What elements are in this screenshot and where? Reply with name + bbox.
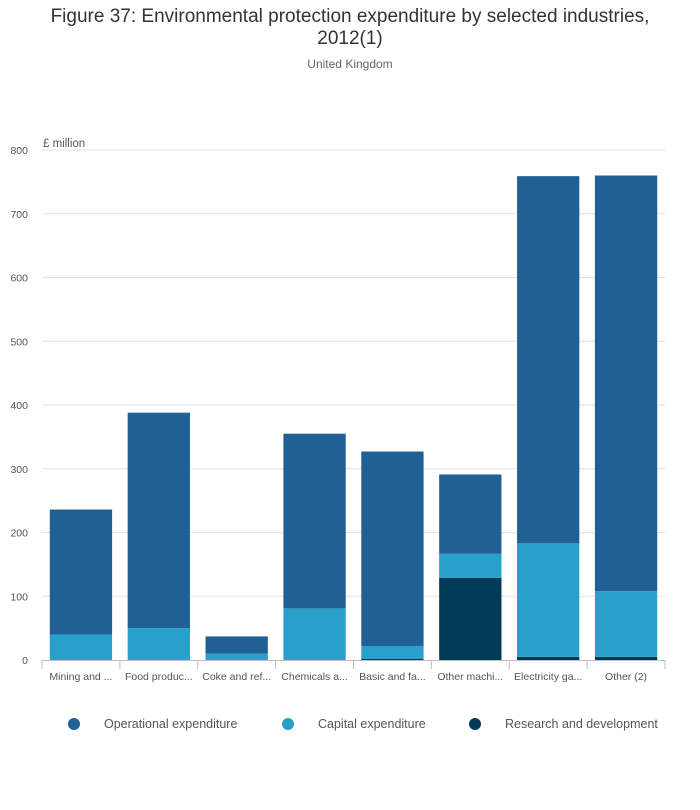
y-tick-label: 100 — [10, 591, 28, 603]
y-tick-label: 800 — [10, 145, 28, 157]
bar-segment[interactable] — [361, 645, 424, 659]
y-axis-title: £ million — [43, 138, 85, 150]
bar-segment[interactable] — [127, 412, 190, 629]
bar-segment[interactable] — [517, 543, 580, 657]
bar-segment[interactable] — [283, 608, 346, 660]
legend-item-operational[interactable]: Operational expenditure — [68, 712, 237, 736]
bar-segment[interactable] — [205, 636, 268, 654]
legend-marker-research — [469, 718, 481, 730]
legend-label-operational: Operational expenditure — [104, 717, 238, 731]
bar-segment[interactable] — [361, 451, 424, 646]
x-tick-label: Chemicals a... — [281, 671, 348, 683]
bar-segment[interactable] — [361, 658, 424, 660]
bars — [49, 175, 658, 661]
legend-item-capital[interactable]: Capital expenditure — [282, 712, 426, 736]
bar-segment[interactable] — [594, 591, 658, 657]
y-tick-label: 700 — [10, 209, 28, 221]
x-tick-label: Coke and ref... — [202, 671, 271, 683]
bar-segment[interactable] — [49, 509, 113, 635]
bar-segment[interactable] — [205, 653, 268, 660]
bar-segment[interactable] — [439, 553, 502, 578]
y-tick-label: 400 — [10, 400, 28, 412]
bar-segment[interactable] — [127, 628, 190, 660]
y-tick-label: 0 — [22, 655, 28, 667]
legend: Operational expenditure Capital expendit… — [0, 712, 700, 736]
legend-item-research[interactable]: Research and development — [469, 712, 658, 736]
bar-segment[interactable] — [517, 656, 580, 660]
chart-plot-area: 0 100 200 300 400 500 600 700 800 Mining and ... F… — [10, 138, 666, 683]
x-tick-label: Mining and ... — [49, 671, 112, 683]
bar-segment[interactable] — [594, 656, 658, 660]
bar-segment[interactable] — [283, 433, 346, 609]
legend-marker-capital — [282, 718, 294, 730]
bar-segment[interactable] — [517, 176, 580, 544]
x-tick-label: Other machi... — [437, 671, 503, 683]
bar-segment[interactable] — [594, 175, 658, 592]
bar-segment[interactable] — [49, 634, 113, 661]
bar-segment[interactable] — [439, 474, 502, 554]
y-tick-label: 500 — [10, 336, 28, 348]
bar-segment[interactable] — [439, 577, 502, 660]
x-tick-label: Basic and fa... — [359, 671, 426, 683]
axes: 0 100 200 300 400 500 600 700 800 Mining and ... F… — [10, 145, 666, 683]
legend-label-capital: Capital expenditure — [318, 717, 426, 731]
x-tick-label: Electricity ga... — [514, 671, 582, 683]
y-tick-label: 600 — [10, 273, 28, 285]
y-tick-label: 200 — [10, 528, 28, 540]
legend-marker-operational — [68, 718, 80, 730]
y-tick-label: 300 — [10, 464, 28, 476]
x-tick-label: Other (2) — [605, 671, 647, 683]
legend-label-research: Research and development — [505, 717, 658, 731]
chart-subtitle: United Kingdom — [307, 57, 393, 71]
chart-title: Figure 37: Environmental protection expe… — [50, 6, 650, 49]
x-tick-label: Food produc... — [125, 671, 193, 683]
